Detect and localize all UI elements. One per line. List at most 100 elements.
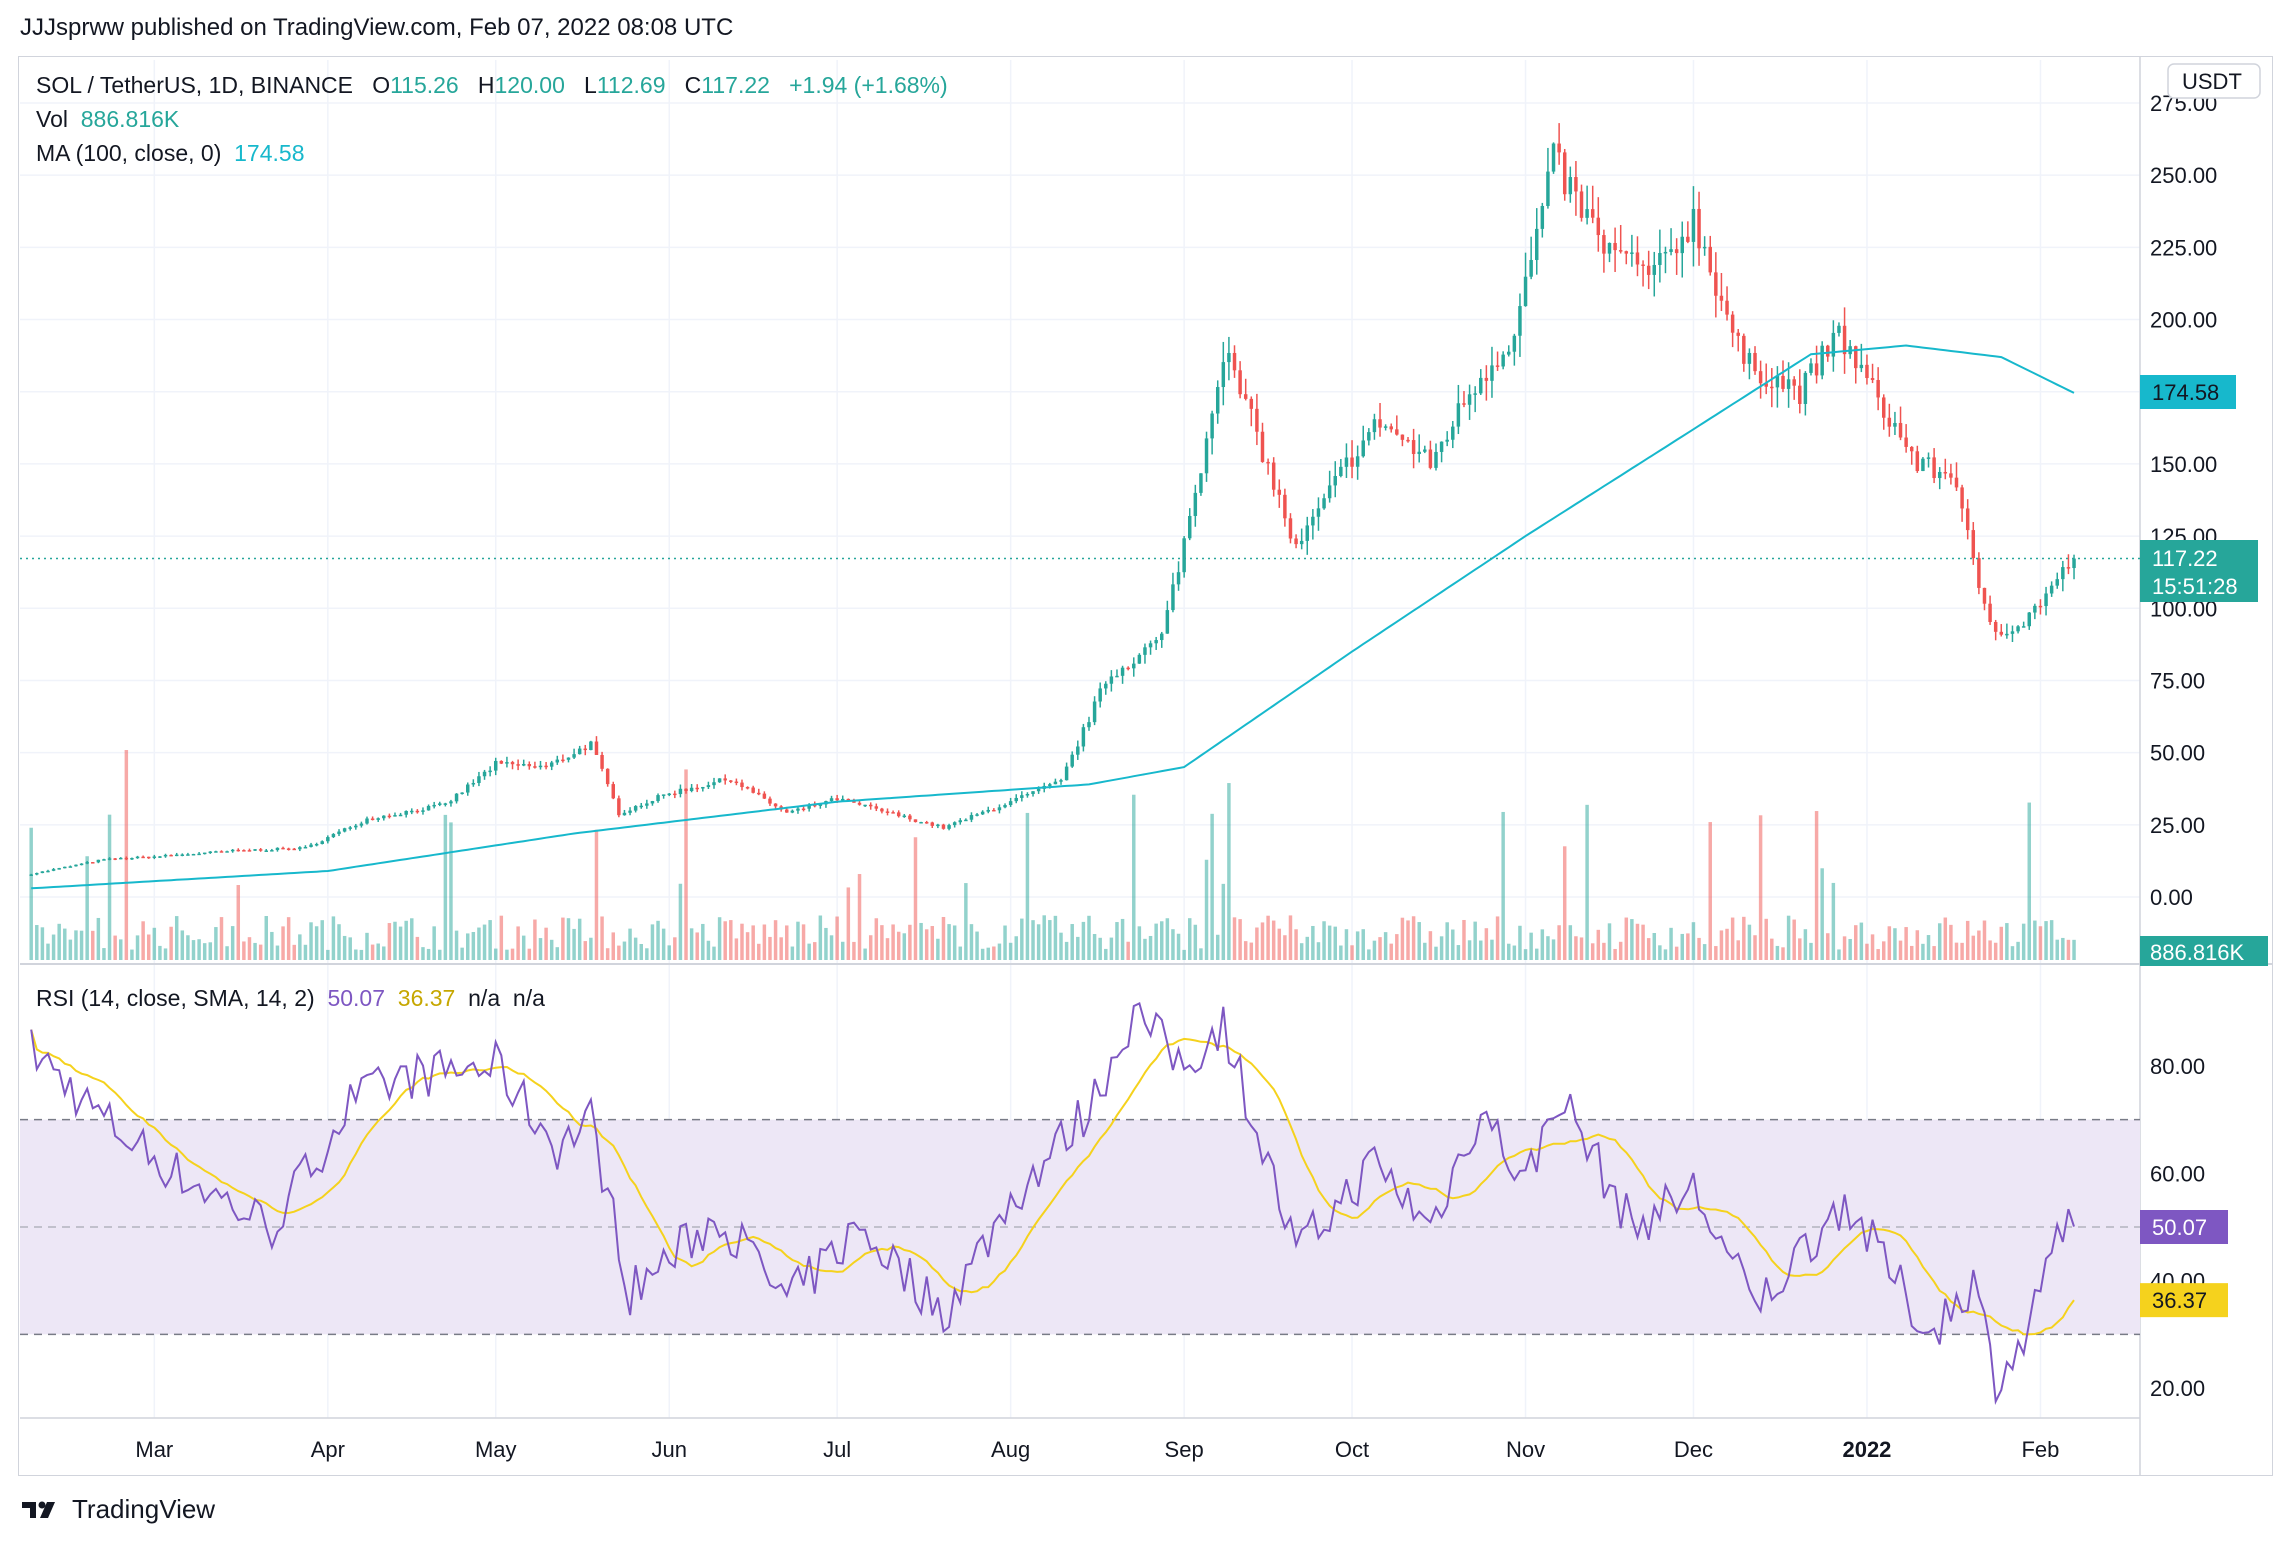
volume-bar xyxy=(1943,917,1948,960)
price-tick-label: 25.00 xyxy=(2150,813,2205,838)
candle-body xyxy=(1411,440,1416,455)
volume-bar xyxy=(1798,938,1802,960)
candle-body xyxy=(1624,251,1629,254)
volume-bar xyxy=(113,935,117,960)
volume-bar xyxy=(1473,921,1477,960)
volume-bar xyxy=(1786,915,1791,960)
candle-body xyxy=(958,820,963,823)
volume-label[interactable]: Vol xyxy=(36,106,68,132)
volume-bar xyxy=(51,934,56,960)
candle-body xyxy=(577,748,582,755)
volume-bar xyxy=(617,945,621,960)
rsi-sma-badge: 36.37 xyxy=(2152,1288,2207,1313)
high-value: 120.00 xyxy=(494,72,565,98)
volume-bar xyxy=(1070,924,1074,960)
volume-bar xyxy=(326,949,330,960)
volume-bar xyxy=(1008,942,1013,960)
volume-bar xyxy=(958,946,963,960)
candle-body xyxy=(102,859,106,861)
volume-bar xyxy=(885,938,890,960)
volume-badge-box xyxy=(2140,936,2268,966)
candle-body xyxy=(1965,508,1970,531)
candle-body xyxy=(1518,306,1522,336)
volume-bar xyxy=(521,935,526,960)
volume-bar xyxy=(1456,945,1461,960)
candle-body xyxy=(1742,335,1746,364)
rsi-label[interactable]: RSI (14, close, SMA, 14, 2) xyxy=(36,985,315,1011)
volume-bar xyxy=(2072,939,2076,960)
candle-body xyxy=(1786,379,1791,389)
volume-bar xyxy=(1490,939,1494,960)
volume-bar xyxy=(863,948,867,960)
candle-body xyxy=(242,850,246,852)
ma-legend: MA (100, close, 0) 174.58 xyxy=(36,140,305,167)
candle-body xyxy=(645,803,649,806)
candle-body xyxy=(1596,217,1601,236)
candle-body xyxy=(1249,398,1254,409)
volume-bar xyxy=(1921,943,1925,960)
candle-body xyxy=(717,778,722,783)
ma-label[interactable]: MA (100, close, 0) xyxy=(36,140,222,166)
time-axis-label: Jun xyxy=(651,1437,686,1462)
candle-body xyxy=(1781,375,1785,389)
volume-bar xyxy=(1484,928,1489,960)
volume-bar xyxy=(1753,935,1757,960)
volume-bar xyxy=(1562,846,1567,960)
volume-bar xyxy=(85,856,89,960)
volume-bar xyxy=(1993,942,1998,960)
candle-body xyxy=(745,787,750,789)
volume-bar xyxy=(1333,926,1337,960)
volume-bar xyxy=(482,924,487,960)
volume-bar xyxy=(740,923,744,960)
volume-bar xyxy=(29,827,33,960)
candle-body xyxy=(1898,422,1903,438)
volume-bar xyxy=(891,924,895,960)
candle-body xyxy=(186,854,190,856)
candle-body xyxy=(768,798,772,804)
candle-body xyxy=(1960,487,1964,509)
volume-bar xyxy=(785,925,789,960)
volume-bar xyxy=(1115,922,1119,960)
candle-body xyxy=(857,802,862,805)
currency-badge-box xyxy=(2167,63,2261,99)
candle-body xyxy=(835,798,839,801)
candle-body xyxy=(639,805,643,808)
volume-bar xyxy=(1697,937,1701,960)
candle-body xyxy=(1540,205,1545,229)
volume-bar xyxy=(1937,923,1942,960)
candle-body xyxy=(2033,605,2037,613)
volume-bar xyxy=(1613,948,1617,960)
volume-badge: 886.816K xyxy=(2150,940,2245,965)
symbol-name[interactable]: SOL / TetherUS, 1D, BINANCE xyxy=(36,72,354,98)
candle-body xyxy=(258,849,263,851)
volume-bar xyxy=(1378,937,1382,960)
candle-body xyxy=(40,871,45,874)
candle-body xyxy=(1562,152,1567,195)
volume-bar xyxy=(549,939,554,960)
candle-body xyxy=(2044,593,2048,607)
candle-body xyxy=(1473,393,1477,395)
candle-body xyxy=(202,852,207,855)
volume-bar xyxy=(1316,942,1321,960)
candle-body xyxy=(846,798,851,801)
candle-body xyxy=(538,765,543,768)
volume-bar xyxy=(130,949,134,960)
volume-bar xyxy=(1187,918,1192,960)
volume-bar xyxy=(1311,925,1315,960)
candle-body xyxy=(729,780,733,782)
candle-body xyxy=(684,788,688,791)
candle-body xyxy=(281,847,285,850)
volume-bar xyxy=(1630,919,1634,960)
volume-bar xyxy=(46,943,50,960)
candle-body xyxy=(1059,780,1063,782)
volume-bar xyxy=(589,937,593,960)
candle-body xyxy=(1423,449,1427,452)
candle-body xyxy=(96,859,101,863)
volume-bar xyxy=(270,931,274,960)
candle-body xyxy=(493,760,498,771)
volume-bar xyxy=(1109,937,1114,960)
volume-bar xyxy=(180,930,185,960)
ma-value: 174.58 xyxy=(234,140,305,166)
volume-bar xyxy=(1887,926,1892,960)
